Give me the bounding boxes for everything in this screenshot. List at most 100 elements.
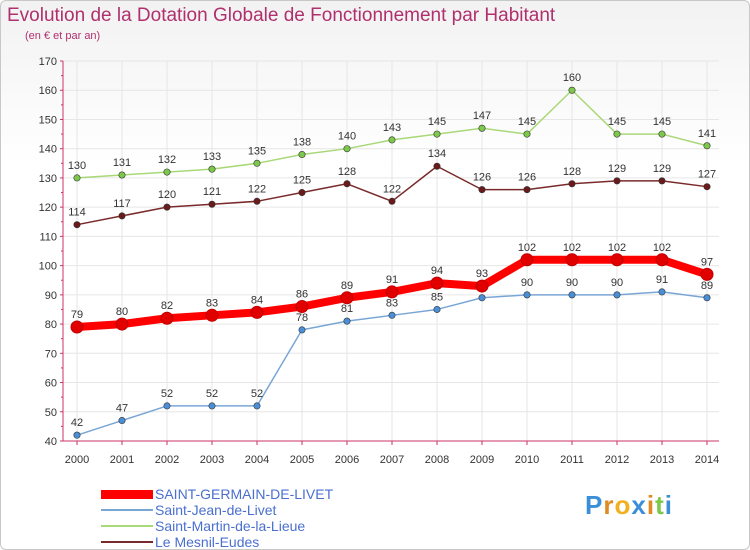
x-tick-label: 2003 [200,454,224,466]
data-point [430,276,444,290]
data-point [118,171,126,179]
data-label: 147 [473,110,491,122]
data-point [703,142,711,150]
data-point [115,317,129,331]
data-point [700,267,714,281]
data-point [703,294,711,302]
data-point [250,305,264,319]
data-point [568,291,576,299]
data-point [475,279,489,293]
y-tick-label: 70 [45,348,57,360]
data-label: 145 [518,116,536,128]
data-point [568,180,576,188]
data-point [703,183,711,191]
proxiti-logo: Proxiti [585,490,673,520]
data-label: 128 [563,166,581,178]
data-point [163,168,171,176]
data-point [655,253,669,267]
data-point [613,177,621,185]
y-tick-label: 120 [39,202,57,214]
data-point [163,402,171,410]
legend-label: Saint-Martin-de-la-Lieue [155,518,306,534]
x-tick-label: 2007 [380,454,404,466]
data-label: 126 [473,172,491,184]
x-tick-label: 2001 [110,454,134,466]
data-point [388,311,396,319]
data-point [478,186,486,194]
data-point [565,253,579,267]
data-label: 127 [698,169,716,181]
data-label: 79 [71,309,83,321]
data-point [523,291,531,299]
data-point [658,177,666,185]
x-tick-label: 2011 [560,454,584,466]
data-point [343,317,351,325]
data-point [613,291,621,299]
legend-swatch [101,489,153,499]
data-label: 122 [383,183,401,195]
data-point [433,162,441,170]
y-tick-label: 140 [39,144,57,156]
data-point [433,130,441,138]
data-label: 160 [563,72,581,84]
data-label: 52 [161,388,173,400]
y-tick-label: 90 [45,290,57,302]
data-point [340,291,354,305]
data-label: 42 [71,417,83,429]
y-tick-label: 110 [39,231,57,243]
data-point [253,197,261,205]
data-point [658,130,666,138]
data-point [70,320,84,334]
data-point [295,300,309,314]
data-point [433,305,441,313]
data-point [118,417,126,425]
x-tick-label: 2004 [245,454,269,466]
data-label: 132 [158,154,176,166]
data-label: 47 [116,403,128,415]
data-label: 52 [251,388,263,400]
y-tick-label: 100 [39,261,57,273]
y-tick-label: 60 [45,378,57,390]
data-label: 91 [656,274,668,286]
data-label: 85 [431,291,443,303]
data-label: 93 [476,268,488,280]
data-label: 125 [293,175,311,187]
data-label: 133 [203,151,221,163]
data-point [523,186,531,194]
data-point [163,203,171,211]
data-label: 145 [653,116,671,128]
data-label: 131 [113,157,131,169]
y-tick-label: 80 [45,319,57,331]
data-label: 90 [521,277,533,289]
data-point [205,308,219,322]
series-3: 114 117 120 121 122 125 128 122 134 126 126 128 129 1… [68,148,716,229]
y-tick-label: 150 [39,114,57,126]
data-label: 140 [338,131,356,143]
data-point [385,285,399,299]
x-tick-label: 2008 [425,454,449,466]
data-label: 102 [563,242,581,254]
chart-title: Evolution de la Dotation Globale de Fonc… [7,5,556,26]
x-tick-label: 2010 [515,454,539,466]
data-point [658,288,666,296]
y-tick-label: 170 [39,56,57,68]
grid [63,60,719,442]
data-label: 78 [296,312,308,324]
data-point [208,165,216,173]
data-point [388,197,396,205]
data-label: 121 [203,186,221,198]
data-point [208,402,216,410]
data-point [343,180,351,188]
data-point [73,221,81,229]
axes: 40 50 60 70 80 90 100 110 120 130 140 150 160 170 2000… [39,56,720,466]
data-point [613,130,621,138]
data-point [568,86,576,94]
data-point [343,145,351,153]
data-label: 82 [161,300,173,312]
data-label: 102 [608,242,626,254]
y-tick-label: 50 [45,407,57,419]
data-label: 97 [701,256,713,268]
data-label: 102 [653,242,671,254]
data-label: 102 [518,242,536,254]
data-label: 128 [338,166,356,178]
